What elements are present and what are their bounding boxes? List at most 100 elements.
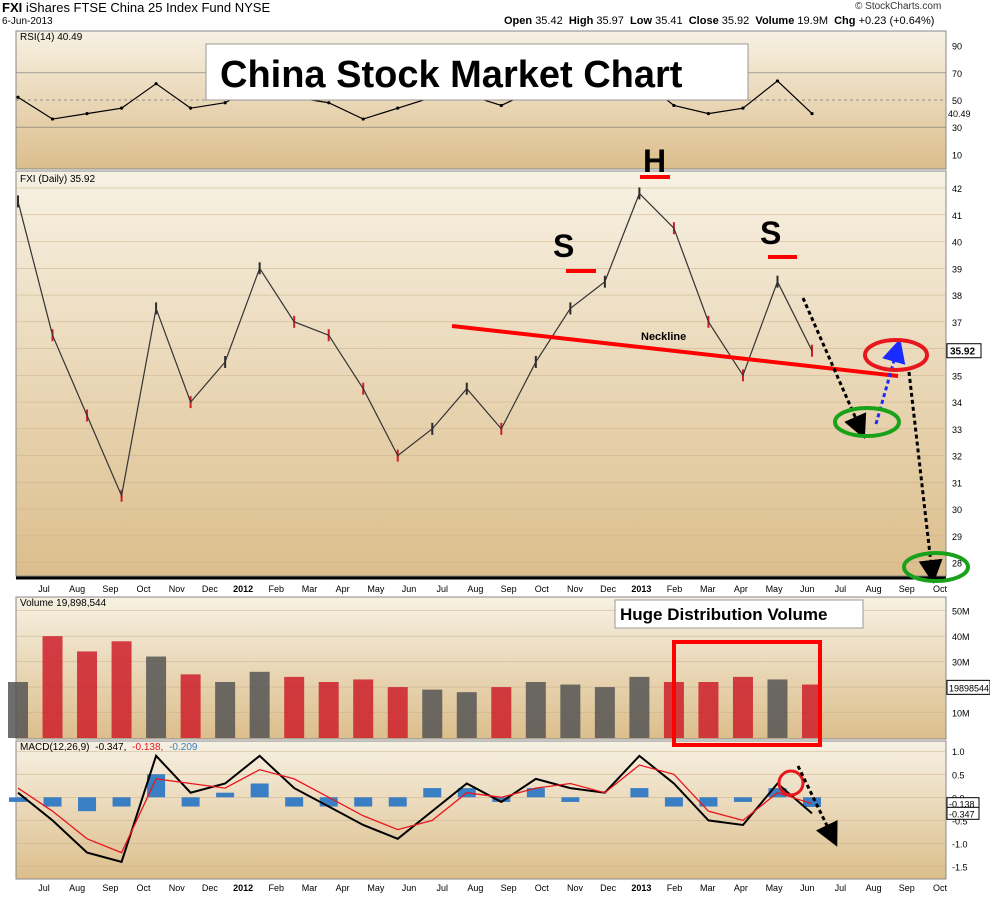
chart-header: FXI iShares FTSE China 25 Index Fund NYS… — [2, 0, 270, 15]
volume-bar — [353, 679, 374, 738]
volume-annotation: Huge Distribution Volume — [620, 605, 827, 624]
ticker-symbol: FXI — [2, 0, 23, 15]
volume-bar — [111, 641, 132, 738]
x-tick-label-top: Aug — [69, 584, 85, 594]
rsi-tick-label: 50 — [952, 96, 962, 106]
macd-histogram-bar — [492, 797, 511, 802]
volume-tick-label: 10M — [952, 709, 970, 719]
macd-histogram-bar — [526, 788, 545, 798]
ohlc-summary: Open 35.42 High 35.97 Low 35.41 Close 35… — [504, 15, 935, 27]
left-shoulder-label: S — [553, 228, 574, 264]
rsi-line — [17, 77, 813, 120]
stockcharts-brand[interactable]: © StockCharts.com — [855, 1, 942, 12]
axis-labels: Jul Jul Aug Aug Sep Sep Oct Oct Nov Nov Dec Dec 2012… — [38, 584, 947, 893]
rsi-point — [189, 106, 193, 110]
rsi-point — [327, 101, 331, 105]
x-tick-label-bottom: Nov — [567, 883, 584, 893]
macd-panel — [15, 740, 947, 880]
price-tick-label: 32 — [952, 452, 962, 462]
x-tick-label-top: Feb — [667, 584, 683, 594]
volume-bar — [387, 687, 408, 738]
volume-bar — [77, 651, 98, 738]
x-tick-label-bottom: Aug — [866, 883, 882, 893]
right-shoulder-label: S — [760, 215, 781, 251]
rsi-point — [85, 112, 89, 116]
volume-bar — [802, 684, 822, 738]
macd-histogram-bar — [9, 797, 27, 802]
macd-tick-label: -0.5 — [952, 816, 968, 826]
x-tick-label-top: Apr — [734, 584, 748, 594]
rsi-tick-label: 30 — [952, 123, 962, 133]
x-tick-label-top: Oct — [535, 584, 550, 594]
rsi-point — [775, 79, 780, 83]
fund-name: iShares FTSE China 25 Index Fund — [25, 0, 232, 15]
macd-histogram-bar — [216, 792, 235, 798]
price-tick-label: 30 — [952, 505, 962, 515]
rsi-last-value: 40.49 — [948, 109, 971, 119]
volume-bar — [525, 682, 546, 738]
chart-date: 6-Jun-2013 — [2, 16, 53, 27]
head-label: H — [643, 143, 666, 179]
projection-arrow-2 — [874, 338, 906, 425]
x-tick-label-top: Feb — [269, 584, 285, 594]
x-tick-label-top: Oct — [137, 584, 152, 594]
high-value: 35.97 — [596, 15, 624, 27]
rsi-tick-label: 90 — [952, 42, 962, 52]
macd-cross-circle — [777, 769, 805, 797]
x-tick-label-bottom: May — [367, 883, 385, 893]
x-tick-label-bottom: Feb — [667, 883, 683, 893]
macd-tick-label: -1.0 — [952, 839, 968, 849]
volume-bar — [560, 684, 581, 738]
volume-bar — [698, 682, 719, 738]
change-value: +0.23 (+0.64%) — [858, 15, 935, 27]
macd-histogram-bar — [803, 797, 821, 807]
volume-label: Volume 19,898,544 — [20, 598, 107, 609]
macd-histogram-bar — [664, 797, 683, 807]
macd-histogram-bar — [423, 788, 442, 798]
volume-bar — [732, 676, 753, 738]
rsi-point — [119, 106, 124, 110]
rsi-tick-label: 10 — [952, 150, 962, 160]
price-tick-label: 31 — [952, 478, 962, 488]
macd-histogram-bar — [112, 797, 131, 807]
volume-bar — [215, 682, 236, 738]
close-value: 35.92 — [721, 15, 750, 27]
price-tick-label: 35 — [952, 371, 962, 381]
distribution-box — [672, 640, 822, 747]
volume-bar — [180, 674, 201, 738]
macd-tick-label: 0.5 — [952, 770, 965, 780]
x-tick-label-bottom: Dec — [600, 883, 617, 893]
volume-bar — [629, 676, 650, 738]
x-tick-label-bottom: 2012 — [233, 883, 253, 893]
macd-series: 1.00.50.0-0.5-1.0-1.5-0.138-0.347 — [9, 747, 980, 872]
neckline — [451, 324, 899, 378]
rsi-tick-label: 70 — [952, 69, 962, 79]
macd-histogram-bar — [733, 797, 752, 802]
price-line — [17, 192, 813, 498]
x-tick-label-top: Jul — [38, 584, 50, 594]
x-tick-label-bottom: Apr — [734, 883, 748, 893]
x-tick-label-bottom: Sep — [102, 883, 118, 893]
rsi-point — [741, 106, 745, 110]
rsi-point — [223, 101, 227, 105]
volume-value: 19.9M — [797, 15, 828, 27]
x-tick-label-top: Apr — [336, 584, 350, 594]
price-tick-label: 29 — [952, 532, 962, 542]
macd-histogram-bar — [181, 797, 200, 807]
x-tick-label-bottom: Aug — [69, 883, 85, 893]
retest-circle — [863, 338, 929, 372]
x-tick-label-bottom: Sep — [501, 883, 517, 893]
target-circle-1 — [833, 406, 901, 438]
macd-histogram-bar — [699, 797, 718, 807]
exchange: NYSE — [234, 0, 271, 15]
macd-histogram-bar — [388, 797, 407, 807]
macd-label: MACD(12,26,9) -0.347, -0.138, -0.209 — [20, 742, 198, 753]
x-tick-label-bottom: Nov — [169, 883, 186, 893]
macd-down-arrow — [796, 765, 838, 847]
volume-bar — [8, 682, 28, 738]
rsi-point — [16, 95, 20, 99]
x-tick-label-bottom: Apr — [336, 883, 350, 893]
macd-histogram-bar — [319, 797, 338, 807]
x-tick-label-bottom: Sep — [899, 883, 915, 893]
